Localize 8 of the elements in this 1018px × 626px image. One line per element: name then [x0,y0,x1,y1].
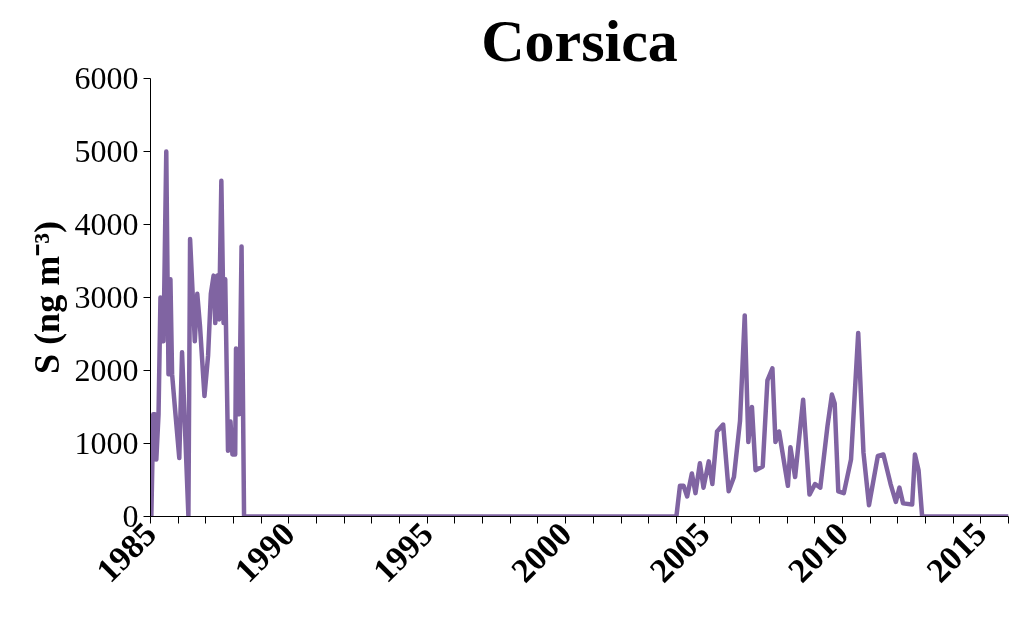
y-axis-title: S (ng m⁻³) [26,221,67,374]
chart-title: Corsica [481,7,678,74]
y-tick-label: 6000 [74,60,139,96]
y-tick-label: 4000 [74,206,139,242]
y-tick-label: 2000 [74,352,139,388]
y-tick-label: 5000 [74,133,139,169]
y-tick-label: 3000 [74,279,139,315]
y-tick-label: 1000 [74,425,139,461]
